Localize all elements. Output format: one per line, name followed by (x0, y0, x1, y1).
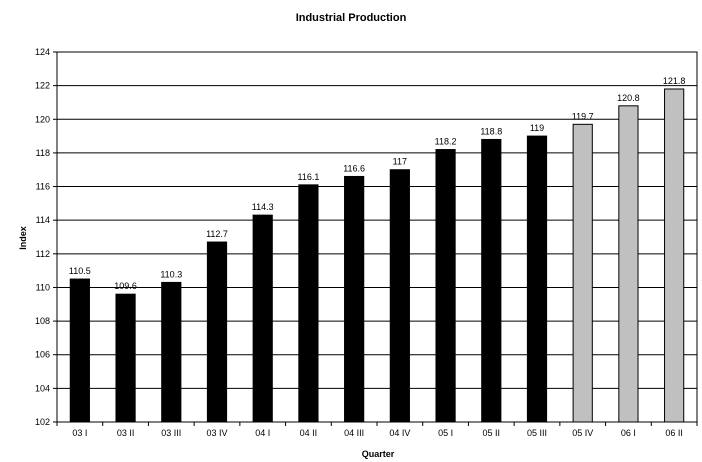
data-label: 114.3 (252, 202, 274, 212)
bar (389, 169, 410, 423)
data-label: 118.8 (480, 126, 502, 136)
y-tick-label: 108 (35, 316, 50, 326)
y-tick-label: 106 (35, 350, 50, 360)
bar (526, 135, 548, 423)
x-tick-label: 03 I (72, 428, 87, 438)
bar (161, 281, 182, 423)
y-tick-label: 110 (36, 282, 50, 292)
x-tick-label: 05 IV (572, 428, 593, 438)
data-label: 118.2 (435, 137, 457, 147)
bar (481, 138, 502, 423)
data-label: 120.8 (617, 93, 640, 103)
x-tick-label: 04 III (344, 428, 364, 438)
x-axis-title: Quarter (362, 449, 395, 459)
x-tick-label: 04 II (300, 428, 318, 438)
data-labels: 110.5 109.6 110.3 112.7 114.3 116.1 116.6 117 11… (69, 76, 685, 291)
y-tick-label: 122 (35, 81, 50, 91)
bar (69, 278, 90, 423)
data-label: 116.6 (343, 163, 365, 173)
x-tick-label: 05 I (438, 428, 453, 438)
y-tick-label: 112 (36, 249, 50, 259)
y-axis-title: Index (18, 226, 28, 250)
y-tick-label: 120 (35, 114, 50, 124)
data-label: 119.7 (572, 111, 594, 121)
bar (344, 175, 365, 423)
data-label: 117 (393, 157, 407, 167)
y-tick-label: 118 (36, 148, 50, 158)
data-label: 110.3 (160, 269, 182, 279)
gridlines (57, 85, 697, 389)
data-label: 119 (530, 123, 544, 133)
y-tick-label: 124 (35, 47, 50, 57)
bar (435, 149, 456, 423)
y-tick-label: 104 (35, 383, 50, 393)
x-tick-label: 03 II (117, 428, 135, 438)
data-label: 121.8 (663, 76, 686, 86)
x-tick-label: 05 II (483, 428, 501, 438)
x-tick-label: 06 II (665, 428, 683, 438)
data-label: 112.7 (206, 229, 228, 239)
bar (298, 184, 319, 423)
y-axis-ticks: 102 104 106 108 110 112 114 116 118 120 122 124 (35, 47, 57, 427)
y-tick-label: 102 (35, 417, 50, 427)
bar (206, 241, 228, 423)
plot-area-border (56, 51, 698, 423)
x-axis-ticks: 03 I 03 II 03 III 03 IV 04 I 04 II 04 III 04 IV… (56, 422, 698, 438)
x-tick-label: 04 I (255, 428, 270, 438)
bar (115, 293, 136, 423)
x-tick-label: 04 IV (389, 428, 410, 438)
bar (618, 105, 639, 423)
data-label: 109.6 (114, 281, 137, 291)
x-tick-label: 05 III (527, 428, 547, 438)
y-tick-label: 116 (36, 182, 50, 192)
data-label: 110.5 (69, 266, 91, 276)
y-tick-label: 114 (36, 215, 50, 225)
chart-title: Industrial Production (296, 12, 407, 24)
x-tick-label: 03 III (161, 428, 181, 438)
x-tick-label: 03 IV (206, 428, 227, 438)
bar (572, 123, 593, 423)
bar (252, 214, 273, 423)
bars (69, 88, 685, 423)
bar (664, 88, 685, 423)
data-label: 116.1 (297, 172, 319, 182)
x-tick-label: 06 I (621, 428, 636, 438)
